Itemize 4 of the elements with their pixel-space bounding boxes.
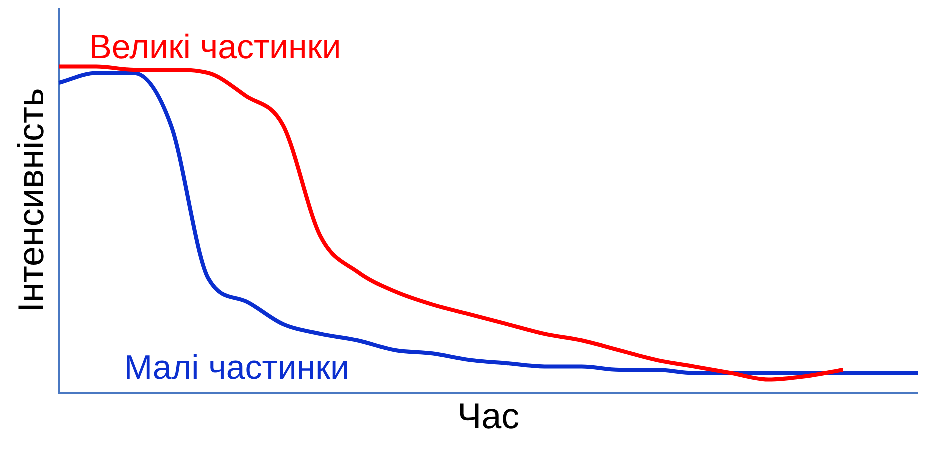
series-label: Малі частинки [124, 348, 350, 387]
x-axis-title: Час [458, 395, 520, 436]
y-axis-title: Інтенсивність [10, 88, 52, 313]
series-label: Великі частинки [89, 28, 342, 67]
